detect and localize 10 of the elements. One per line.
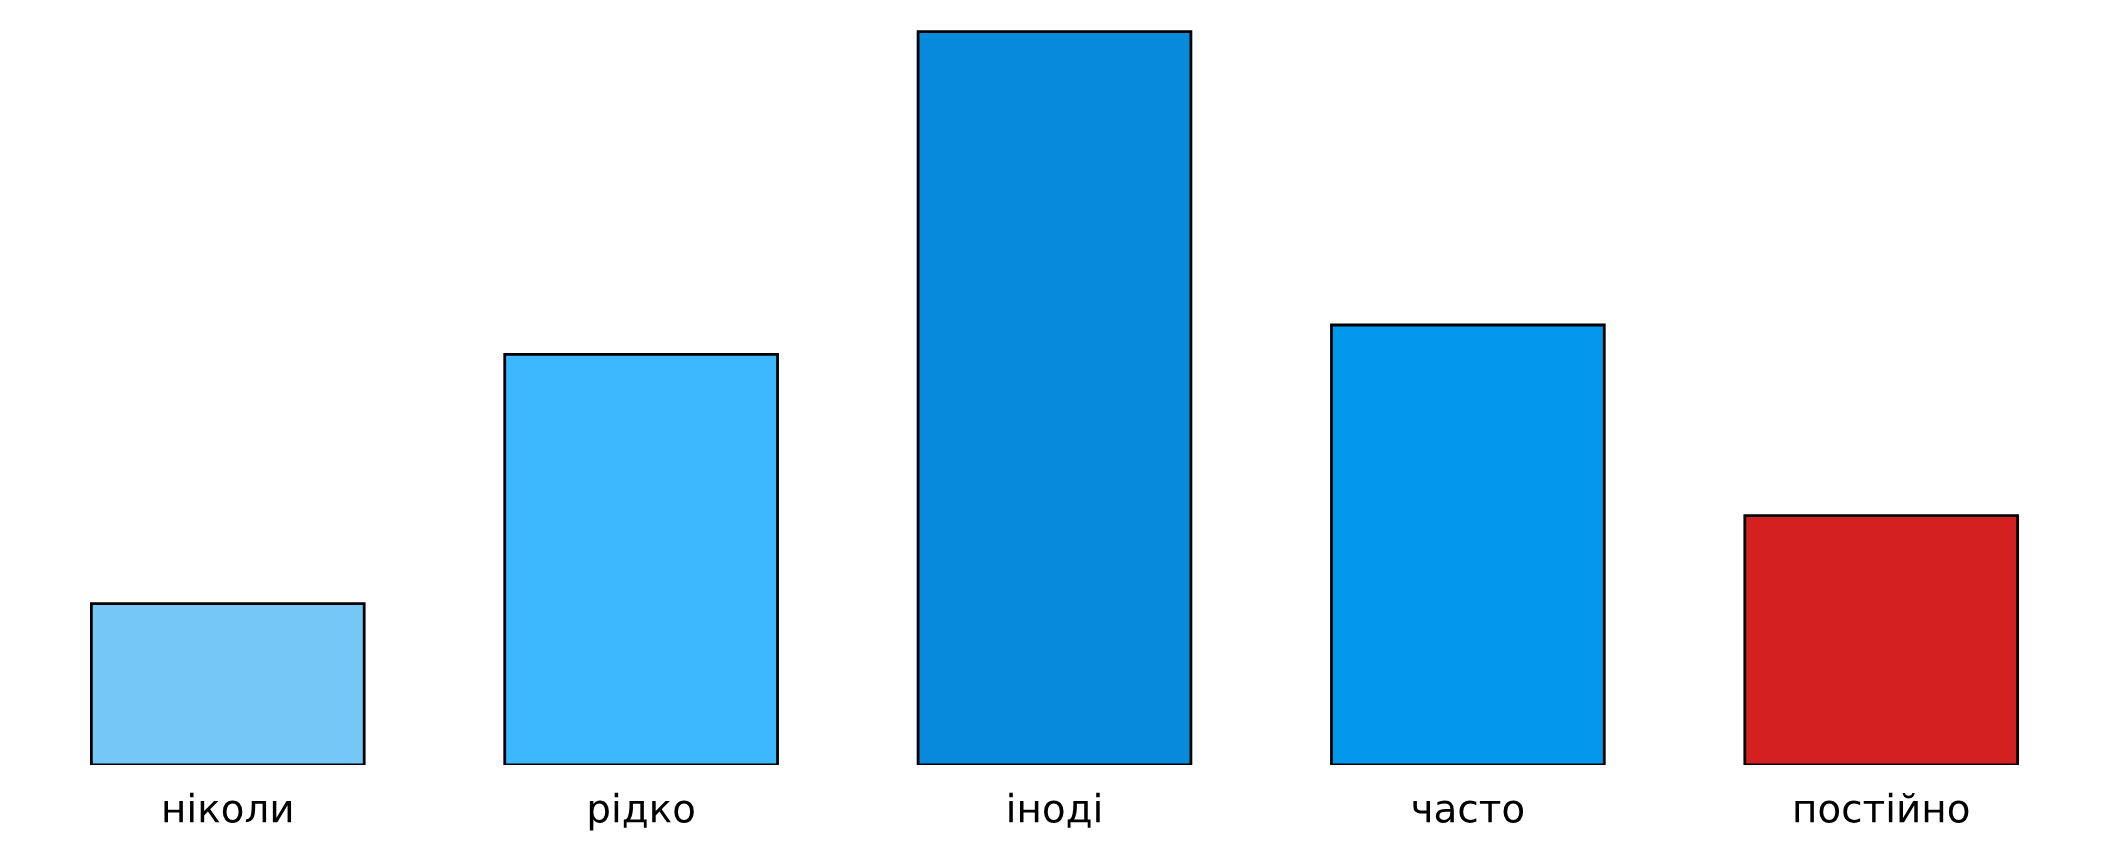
- bar: [916, 30, 1193, 765]
- x-tick-label: постійно: [1795, 792, 1969, 823]
- bar: [1330, 323, 1606, 765]
- bar: [89, 602, 366, 765]
- bar: [1743, 514, 2020, 765]
- bar: [503, 352, 779, 765]
- x-tick-label: рідко: [589, 792, 694, 831]
- x-tick-label: іноді: [1009, 792, 1100, 828]
- x-tick-label: часто: [1413, 800, 1524, 823]
- x-tick-label: ніколи: [164, 792, 292, 823]
